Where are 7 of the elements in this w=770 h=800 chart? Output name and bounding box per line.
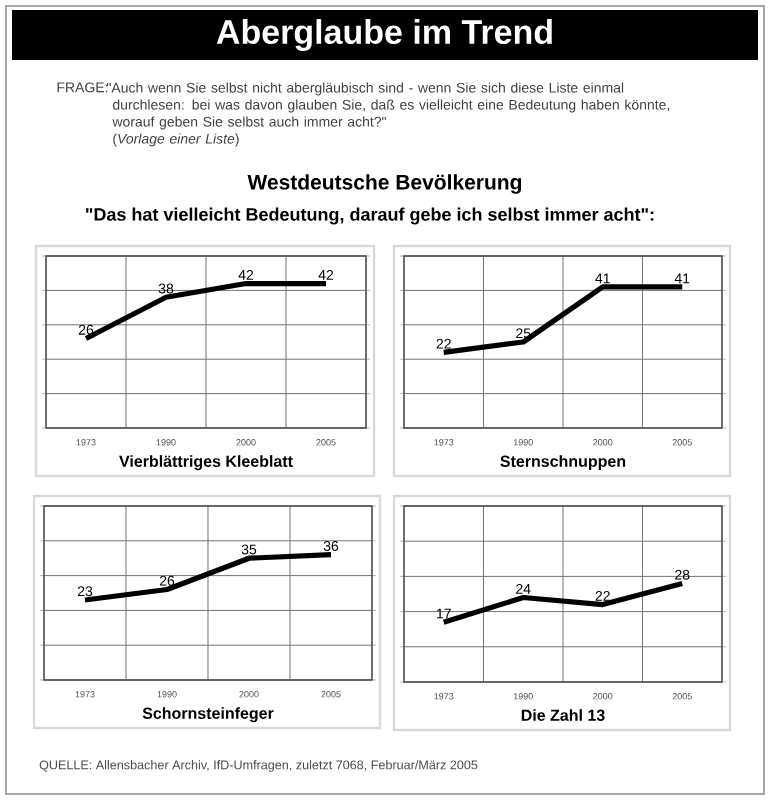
- x-axis-title: Schornsteinfeger: [142, 707, 274, 723]
- x-axis-title: Die Zahl 13: [521, 709, 605, 721]
- chart-subtitle: Westdeutsche Bevölkerung: [247, 174, 522, 194]
- text: "Das hat vielleicht Bedeutung, darauf gebe ich selbst immer acht":: [86, 207, 654, 225]
- x-axis-title: Vierblättriges Kleeblatt: [119, 455, 293, 471]
- x-axis-title: Sternschnuppen: [500, 455, 626, 471]
- chart-title: Aberglaube im Trend: [216, 19, 552, 51]
